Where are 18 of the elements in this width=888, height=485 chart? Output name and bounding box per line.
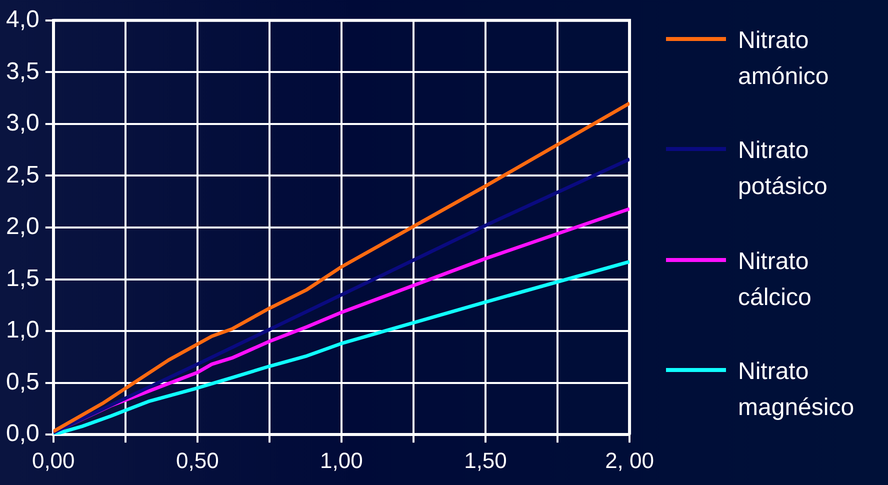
y-tick-label: 4,0 bbox=[6, 6, 40, 34]
y-tick-label: 0,0 bbox=[6, 420, 40, 448]
x-tick-label: 0,50 bbox=[176, 448, 219, 473]
y-tick-label: 3,0 bbox=[6, 110, 40, 137]
y-tick-label: 0,5 bbox=[6, 368, 40, 396]
legend-label: Nitrato cálcico bbox=[738, 246, 812, 313]
x-tick-label: 1,50 bbox=[464, 448, 507, 473]
x-tick-label: 1,00 bbox=[320, 448, 363, 473]
y-tick-label: 2,0 bbox=[6, 213, 40, 240]
x-tick-label: 0,00 bbox=[32, 448, 75, 473]
y-tick-label: 1,0 bbox=[6, 316, 40, 344]
x-tick-label: 2, 00 bbox=[605, 448, 654, 473]
legend-label: Nitrato amónico bbox=[738, 26, 830, 92]
y-tick-label: 2,5 bbox=[6, 161, 40, 188]
y-tick-label: 1,5 bbox=[6, 264, 40, 292]
y-tick-label: 3,5 bbox=[6, 58, 40, 85]
legend-label: Nitrato magnésico bbox=[738, 356, 856, 423]
legend-label: Nitrato potásico bbox=[738, 136, 828, 202]
